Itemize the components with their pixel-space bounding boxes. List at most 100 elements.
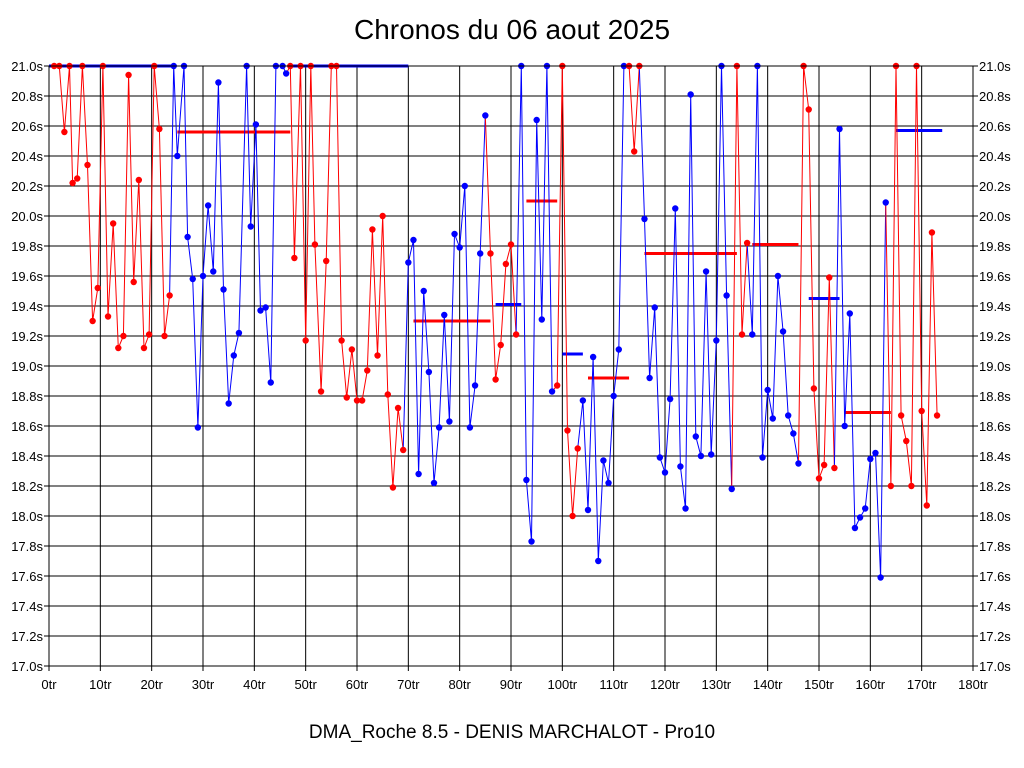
data-point-blue — [235, 329, 243, 337]
y-tick-label-right: 18.0s — [979, 509, 1011, 524]
series-line-red — [798, 65, 835, 479]
series-line-blue — [169, 65, 287, 428]
data-point-blue — [615, 346, 622, 353]
data-point-blue — [451, 230, 458, 238]
data-point-blue — [651, 304, 658, 311]
series-line-red — [285, 64, 404, 488]
data-point-red — [897, 412, 905, 419]
data-point-blue — [528, 538, 535, 545]
data-point-blue — [204, 202, 212, 209]
y-tick-label: 20.0s — [11, 209, 43, 224]
data-point-red — [120, 332, 127, 340]
x-tick-label: 70tr — [397, 677, 420, 692]
data-point-red — [94, 284, 101, 292]
data-point-red — [89, 317, 96, 325]
data-point-blue — [230, 352, 237, 359]
data-point-blue — [425, 368, 433, 376]
series-lines — [54, 64, 938, 578]
y-tick-label-right: 19.2s — [979, 329, 1011, 344]
data-point-red — [400, 446, 407, 454]
data-point-blue — [533, 116, 540, 124]
data-point-blue — [446, 418, 453, 425]
data-point-blue — [677, 463, 684, 470]
grid — [48, 65, 974, 667]
y-tick-label: 18.0s — [11, 509, 43, 524]
y-tick-label-right: 20.8s — [979, 89, 1011, 104]
data-point-red — [69, 179, 76, 187]
x-tick-label: 80tr — [448, 677, 471, 692]
y-tick-label: 19.4s — [11, 299, 43, 314]
x-tick-label: 150tr — [804, 677, 834, 692]
data-point-red — [348, 346, 356, 353]
data-point-red — [918, 407, 925, 415]
data-point-blue — [846, 310, 853, 317]
x-tick-label: 10tr — [89, 677, 112, 692]
data-point-red — [125, 71, 132, 79]
data-point-blue — [210, 268, 217, 275]
y-tick-label-right: 19.4s — [979, 299, 1011, 314]
y-tick-label-right: 17.4s — [979, 599, 1011, 614]
y-tick-label: 19.6s — [11, 269, 43, 284]
data-point-red — [554, 382, 561, 389]
data-point-blue — [646, 374, 653, 382]
data-point-blue — [759, 454, 766, 461]
data-point-blue — [877, 574, 884, 581]
data-point-blue — [605, 479, 612, 487]
y-tick-label-right: 17.0s — [979, 659, 1011, 674]
data-point-blue — [579, 397, 587, 404]
y-tick-label-right: 20.6s — [979, 119, 1011, 134]
data-point-red — [353, 397, 361, 404]
y-tick-label-right: 20.4s — [979, 149, 1011, 164]
y-tick-label: 20.6s — [11, 119, 43, 134]
data-point-red — [815, 475, 823, 482]
data-point-blue — [199, 272, 207, 280]
data-point-red — [291, 254, 298, 262]
data-point-blue — [466, 424, 474, 431]
y-tick-label-right: 18.4s — [979, 449, 1011, 464]
y-tick-label: 18.6s — [11, 419, 43, 434]
data-point-red — [928, 229, 936, 236]
data-point-blue — [882, 199, 889, 206]
data-point-blue — [656, 454, 664, 461]
y-tick-label: 18.4s — [11, 449, 43, 464]
data-point-blue — [666, 395, 674, 403]
series-line-red — [731, 65, 748, 490]
data-point-blue — [702, 268, 710, 275]
data-point-red — [166, 292, 173, 299]
y-tick-label: 17.8s — [11, 539, 43, 554]
data-point-blue — [471, 382, 479, 389]
x-tick-label: 50tr — [294, 677, 317, 692]
data-point-blue — [538, 316, 545, 323]
data-point-red — [74, 175, 81, 182]
data-point-blue — [600, 457, 607, 464]
data-point-red — [302, 337, 309, 344]
data-point-blue — [867, 455, 874, 463]
data-point-red — [810, 385, 818, 392]
data-point-blue — [779, 328, 787, 335]
data-point-red — [497, 341, 504, 349]
data-point-red — [512, 331, 520, 338]
average-lines — [49, 64, 943, 414]
data-point-blue — [589, 353, 597, 361]
y-tick-label: 17.2s — [11, 629, 43, 644]
data-point-red — [135, 176, 143, 184]
data-point-red — [574, 445, 581, 452]
series-line-red — [623, 65, 640, 152]
data-point-red — [738, 331, 746, 338]
data-point-red — [502, 260, 510, 268]
data-point-blue — [482, 112, 489, 119]
data-point-red — [84, 161, 91, 169]
data-point-red — [109, 220, 117, 227]
y-tick-label: 20.4s — [11, 149, 43, 164]
data-point-blue — [692, 433, 699, 440]
data-point-blue — [713, 337, 720, 344]
data-point-red — [923, 502, 930, 509]
data-point-blue — [610, 392, 617, 400]
y-tick-label: 19.8s — [11, 239, 43, 254]
y-tick-label: 18.8s — [11, 389, 43, 404]
data-point-blue — [247, 223, 254, 230]
data-point-blue — [267, 379, 274, 386]
data-point-blue — [477, 250, 484, 257]
y-tick-label: 18.2s — [11, 479, 43, 494]
y-tick-label: 21.0s — [11, 59, 43, 74]
